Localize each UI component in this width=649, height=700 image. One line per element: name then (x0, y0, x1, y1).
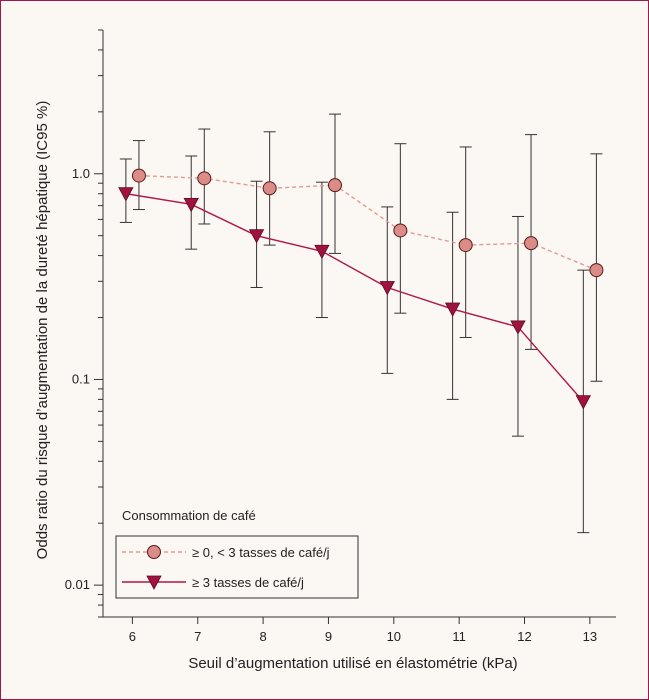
series-lines (125, 174, 597, 403)
legend-marker-triangle (146, 575, 162, 590)
error-bars (119, 113, 603, 534)
y-tick-label: 0.01 (65, 577, 90, 592)
legend-label-2: ≥ 3 tasses de café/j (192, 575, 304, 590)
y-axis-title: Odds ratio du risque d’augmentation de l… (34, 101, 51, 560)
point-triangle (314, 244, 330, 260)
point-triangle (444, 302, 461, 317)
point-circle (589, 263, 604, 278)
point-triangle (575, 395, 591, 410)
x-tick-label: 7 (194, 629, 201, 644)
point-circle (393, 223, 408, 238)
x-tick-label: 6 (129, 629, 136, 644)
x-tick-label: 8 (259, 629, 266, 644)
legend-box (115, 535, 359, 599)
legend-title: Consommation de café (122, 508, 256, 523)
legend: Consommation de café ≥ 0, < 3 tasses de … (115, 508, 359, 599)
x-axis-title: Seuil d’augmentation utilisé en élastomé… (188, 655, 517, 672)
point-circle (197, 171, 212, 186)
point-circle (327, 178, 342, 193)
point-triangle (183, 197, 199, 213)
point-triangle (379, 281, 395, 296)
x-tick-label: 9 (325, 629, 332, 644)
series-line-2 (125, 193, 584, 403)
point-triangle (510, 320, 526, 335)
point-circle (131, 168, 146, 183)
point-circle (524, 236, 539, 251)
x-tick-label: 11 (452, 629, 466, 644)
series-line-1 (138, 174, 597, 271)
axes: 0.01 0.1 1.0 6 7 8 9 10 11 12 13 (65, 29, 616, 644)
y-tick-label: 1.0 (72, 166, 90, 181)
legend-marker-circle (147, 545, 161, 559)
point-triangle (248, 229, 265, 244)
point-triangle (118, 187, 134, 202)
x-tick-label: 12 (517, 629, 531, 644)
x-tick-label: 13 (583, 629, 597, 644)
series-markers (118, 168, 604, 410)
y-tick-label: 0.1 (72, 371, 90, 386)
legend-label-1: ≥ 0, < 3 tasses de café/j (192, 545, 330, 560)
point-circle (458, 238, 473, 253)
point-circle (262, 181, 277, 196)
x-tick-label: 10 (387, 629, 401, 644)
